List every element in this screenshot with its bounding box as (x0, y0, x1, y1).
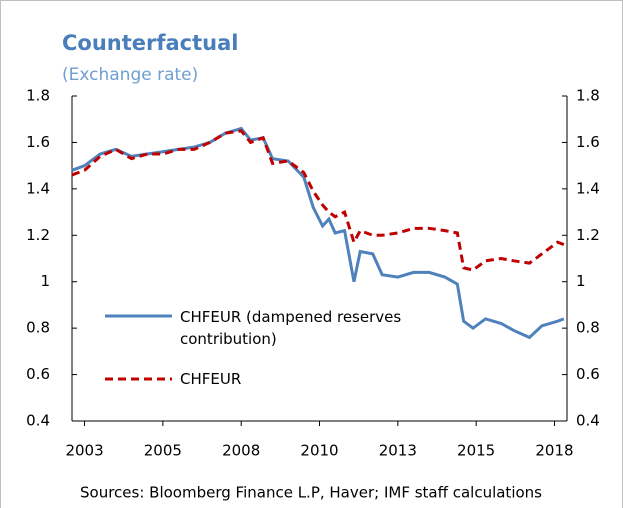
y-tick-label: 0.6 (26, 365, 50, 383)
y2-tick-label: 1.4 (576, 179, 600, 197)
y2-tick-label: 1.2 (576, 226, 600, 244)
x-tick-label: 2018 (535, 442, 573, 460)
y-tick-label: 1.6 (26, 133, 50, 151)
y2-tick-label: 1.8 (576, 87, 600, 105)
chart-title: Counterfactual (62, 31, 239, 55)
x-tick-label: 2013 (379, 442, 417, 460)
legend-label: CHFEUR (dampened reserves contribution) (180, 308, 402, 348)
x-tick-label: 2010 (300, 442, 338, 460)
x-tick-label: 2003 (65, 442, 103, 460)
series-line (71, 129, 565, 272)
source-note: Sources: Bloomberg Finance L.P, Haver; I… (80, 484, 542, 502)
y2-tick-label: 1.6 (576, 133, 600, 151)
y2-tick-label: 0.4 (576, 412, 600, 430)
legend-label: CHFEUR (180, 370, 242, 388)
y-tick-label: 1.2 (26, 226, 50, 244)
y2-tick-label: 0.6 (576, 365, 600, 383)
y-tick-label: 0.4 (26, 412, 50, 430)
y-tick-label: 1 (40, 272, 50, 290)
x-tick-label: 2015 (457, 442, 495, 460)
chart-subtitle: (Exchange rate) (62, 65, 198, 85)
y-tick-label: 0.8 (26, 319, 50, 337)
x-tick-label: 2005 (144, 442, 182, 460)
x-tick-label: 2008 (222, 442, 260, 460)
y-tick-label: 1.8 (26, 87, 50, 105)
y2-tick-label: 0.8 (576, 319, 600, 337)
y2-tick-label: 1 (576, 272, 586, 290)
y-tick-label: 1.4 (26, 179, 50, 197)
